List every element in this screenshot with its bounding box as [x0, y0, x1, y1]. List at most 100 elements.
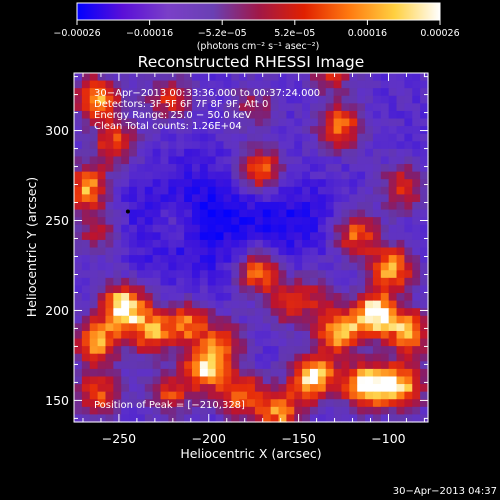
heatmap-cell: [380, 338, 390, 347]
heatmap-cell: [129, 201, 138, 211]
heatmap-cell: [404, 95, 413, 104]
heatmap-cell: [160, 270, 169, 279]
heatmap-cell: [239, 164, 248, 173]
heatmap-cell: [317, 88, 327, 97]
heatmap-cell: [121, 414, 130, 423]
heatmap-cell: [412, 171, 421, 180]
heatmap-cell: [341, 414, 350, 423]
heatmap-cell: [129, 209, 138, 218]
heatmap-cell: [247, 414, 256, 423]
heatmap-cell: [333, 194, 343, 203]
y-tick-label: 250: [45, 213, 69, 228]
heatmap-cell: [231, 399, 240, 408]
heatmap-cell: [349, 88, 358, 97]
heatmap-cell: [333, 414, 343, 423]
heatmap-cell: [81, 141, 91, 150]
heatmap-cell: [207, 315, 217, 324]
heatmap-cell: [176, 186, 185, 195]
heatmap-cell: [404, 103, 413, 112]
heatmap-cell: [341, 126, 350, 135]
heatmap-cell: [404, 133, 413, 142]
heatmap-cell: [160, 201, 169, 211]
heatmap-cell: [372, 300, 382, 309]
heatmap-cell: [192, 103, 201, 112]
heatmap-cell: [113, 270, 122, 279]
heatmap-cell: [231, 80, 240, 89]
heatmap-cell: [372, 186, 382, 195]
heatmap-cell: [278, 247, 287, 256]
heatmap-cell: [74, 262, 83, 271]
heatmap-cell: [176, 308, 185, 317]
heatmap-cell: [97, 73, 107, 82]
heatmap-cell: [152, 255, 162, 264]
heatmap-cell: [412, 224, 421, 233]
heatmap-cell: [372, 323, 382, 332]
heatmap-cell: [168, 73, 177, 82]
heatmap-cell: [81, 247, 91, 256]
heatmap-cell: [349, 164, 358, 173]
heatmap-cell: [286, 300, 295, 309]
heatmap-cell: [262, 239, 272, 249]
heatmap-cell: [388, 80, 398, 89]
heatmap-cell: [278, 262, 287, 271]
heatmap-cell: [176, 95, 185, 104]
heatmap-cell: [129, 338, 138, 347]
heatmap-cell: [357, 73, 366, 82]
heatmap-cell: [105, 110, 114, 120]
heatmap-cell: [357, 133, 366, 142]
heatmap-cell: [278, 232, 287, 241]
heatmap-cell: [231, 368, 240, 378]
heatmap-cell: [341, 247, 350, 256]
heatmap-cell: [152, 194, 162, 203]
heatmap-cell: [74, 368, 83, 378]
heatmap-cell: [168, 201, 177, 211]
heatmap-cell: [97, 88, 107, 97]
heatmap-cell: [168, 285, 177, 294]
heatmap-cell: [89, 330, 99, 340]
heatmap-cell: [247, 118, 256, 127]
heatmap-cell: [396, 126, 405, 135]
heatmap-cell: [74, 201, 83, 211]
heatmap-cell: [372, 270, 382, 279]
heatmap-cell: [412, 368, 421, 378]
heatmap-cell: [231, 414, 240, 423]
heatmap-cell: [357, 164, 366, 173]
heatmap-cell: [365, 315, 374, 324]
heatmap-cell: [215, 186, 225, 195]
heatmap-cell: [231, 141, 240, 150]
heatmap-cell: [176, 179, 185, 188]
heatmap-cell: [223, 285, 232, 294]
heatmap-cell: [412, 293, 421, 302]
heatmap-cell: [341, 201, 350, 211]
heatmap-cell: [231, 270, 240, 279]
heatmap-cell: [207, 270, 217, 279]
heatmap-cell: [160, 308, 169, 317]
heatmap-cell: [199, 285, 209, 294]
heatmap-cell: [121, 110, 130, 120]
heatmap-cell: [207, 164, 217, 173]
heatmap-cell: [270, 164, 280, 173]
heatmap-cell: [341, 262, 350, 271]
heatmap-cell: [412, 133, 421, 142]
heatmap-cell: [262, 186, 272, 195]
heatmap-cell: [231, 330, 240, 340]
heatmap-cell: [380, 103, 390, 112]
heatmap-cell: [302, 293, 311, 302]
heatmap-cell: [239, 255, 248, 264]
heatmap-cell: [317, 156, 327, 165]
heatmap-cell: [168, 209, 177, 218]
heatmap-cell: [160, 209, 169, 218]
heatmap-cell: [247, 368, 256, 378]
heatmap-cell: [286, 353, 295, 362]
heatmap-cell: [420, 171, 429, 180]
heatmap-cell: [286, 262, 295, 271]
heatmap-cell: [74, 118, 83, 127]
heatmap-cell: [262, 414, 272, 423]
heatmap-cell: [302, 232, 311, 241]
heatmap-cell: [286, 133, 295, 142]
heatmap-cell: [325, 293, 335, 302]
heatmap-cell: [278, 384, 287, 393]
heatmap-cell: [215, 338, 225, 347]
heatmap-cell: [412, 126, 421, 135]
